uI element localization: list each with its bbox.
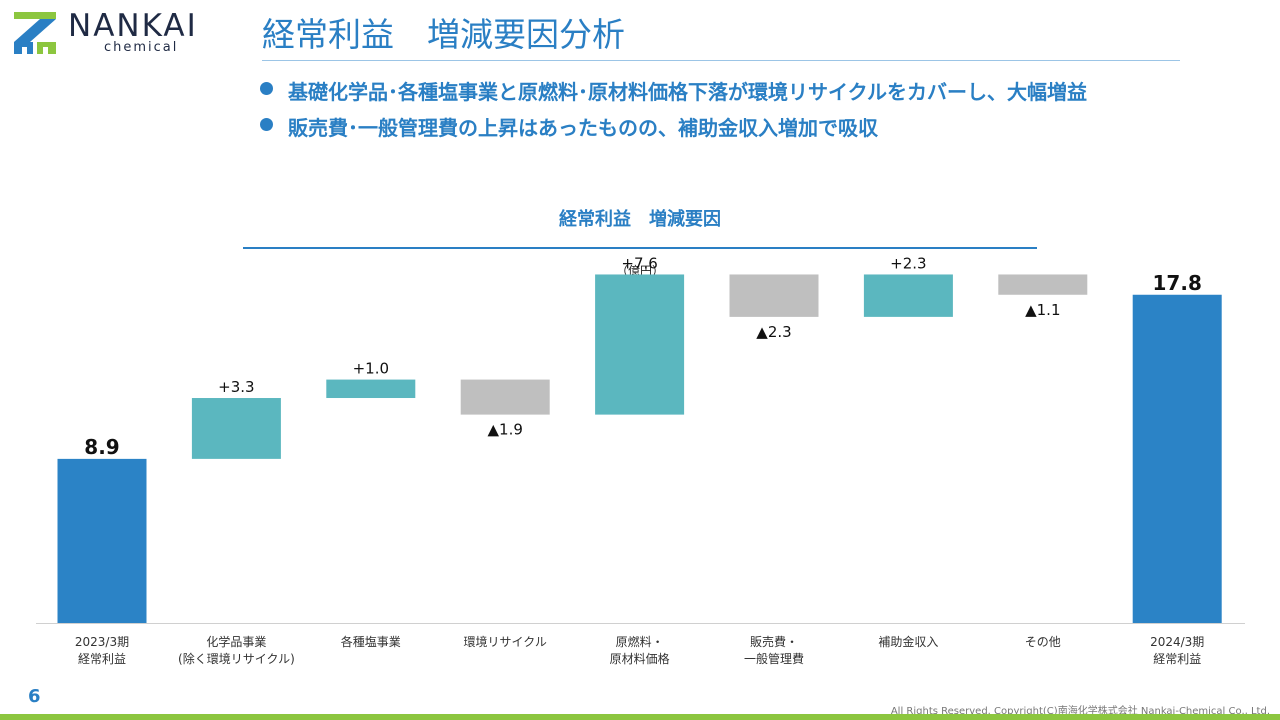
bullet-dot-icon [260,82,273,95]
data-label: ▲1.1 [1025,301,1060,319]
chart-title: 経常利益 増減要因 [559,209,721,230]
category-label: (除く環境リサイクル) [178,651,295,666]
chart-title-divider [243,247,1037,249]
category-label: 原材料価格 [610,651,670,666]
data-label: 17.8 [1153,271,1202,295]
page-title: 経常利益 増減要因分析 [262,15,625,54]
increase-bar [863,274,953,317]
bullet-item: 基礎化学品･各種塩事業と原燃料･原材料価格下落が環境リサイクルをカバーし、大幅増… [258,76,1087,112]
logo-mark-icon [14,12,56,54]
footer-bar [0,714,1280,720]
bullet-text: 販売費･一般管理費の上昇はあったものの、補助金収入増加で吸収 [288,116,878,140]
bullet-item: 販売費･一般管理費の上昇はあったものの、補助金収入増加で吸収 [258,112,1087,148]
decrease-bar [460,379,550,415]
data-label: ▲1.9 [488,421,523,439]
copyright-text: All Rights Reserved. Copyright(C)南海化学株式会… [890,706,1270,717]
data-label: ▲2.3 [756,323,791,341]
category-label: 経常利益 [78,652,126,666]
category-label: 2024/3期 [1150,635,1204,649]
category-label: 原燃料・ [616,634,664,649]
company-logo: NANKAI chemical [0,0,232,62]
category-label: その他 [1025,635,1061,649]
logo-subtext: chemical [104,40,179,55]
category-label: 一般管理費 [744,651,804,666]
increase-bar [326,379,416,399]
data-label: +2.3 [890,254,926,272]
decrease-bar [729,274,819,317]
category-label: 販売費・ [750,634,798,649]
total-bar [57,458,147,623]
data-label: +3.3 [218,378,254,396]
category-label: 経常利益 [1153,652,1201,666]
bullet-dot-icon [260,118,273,131]
category-label: 各種塩事業 [341,634,401,649]
category-label: 環境リサイクル [463,634,546,649]
logo-wordmark: NANKAI [68,8,198,44]
increase-bar [191,398,281,459]
bullet-text: 基礎化学品･各種塩事業と原燃料･原材料価格下落が環境リサイクルをカバーし、大幅増… [288,80,1087,104]
bullet-list: 基礎化学品･各種塩事業と原燃料･原材料価格下落が環境リサイクルをカバーし、大幅増… [258,76,1087,148]
increase-bar [595,274,685,415]
total-bar [1132,294,1222,623]
decrease-bar [998,274,1088,295]
page-number: 6 [28,686,41,707]
data-label: +7.6 [621,254,657,272]
data-label: +1.0 [353,360,389,378]
category-label: 化学品事業 [206,634,266,649]
title-divider [262,60,1180,61]
category-label: 2023/3期 [75,635,129,649]
category-label: 補助金収入 [878,634,938,649]
data-label: 8.9 [84,435,119,459]
